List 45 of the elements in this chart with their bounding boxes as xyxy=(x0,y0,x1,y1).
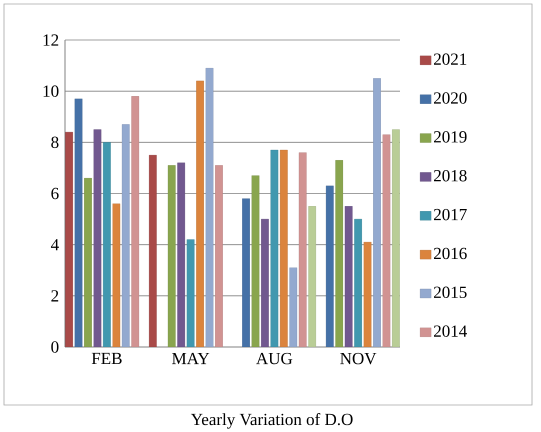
text: Yearly Variation of D.O xyxy=(190,413,353,429)
x-tick-label: MAY xyxy=(172,352,210,364)
legend-label: 2017 xyxy=(434,208,467,220)
bar xyxy=(289,268,298,347)
legend-label: 2015 xyxy=(434,286,467,298)
y-tick-label: 4 xyxy=(50,239,59,250)
bar xyxy=(270,150,278,347)
bar xyxy=(242,198,250,347)
y-tick-label: 6 xyxy=(51,188,59,200)
legend-label: 2016 xyxy=(434,248,467,260)
bar xyxy=(206,68,214,347)
y-tick-label: 12 xyxy=(44,34,58,46)
bar xyxy=(364,242,372,347)
bar xyxy=(122,124,130,347)
bar xyxy=(94,129,102,347)
bar xyxy=(196,80,204,347)
x-tick-label: AUG xyxy=(256,352,292,364)
bar xyxy=(65,132,73,347)
y-tick-label: 8 xyxy=(51,136,58,148)
bar xyxy=(298,152,307,347)
bar xyxy=(382,134,390,347)
y-tick-label: 2 xyxy=(51,290,58,302)
bar xyxy=(168,165,176,347)
bar xyxy=(84,178,92,347)
bar xyxy=(392,129,400,347)
bar xyxy=(215,165,223,347)
bar xyxy=(103,142,111,347)
legend-label: 2018 xyxy=(434,170,467,182)
bar xyxy=(252,175,260,347)
bar xyxy=(131,96,140,347)
legend-label: 2020 xyxy=(434,92,467,104)
legend-label: 2019 xyxy=(434,131,467,143)
bar xyxy=(186,239,194,347)
x-tick-label: NOV xyxy=(340,352,376,364)
bar xyxy=(335,160,344,347)
bar xyxy=(354,218,362,347)
bar xyxy=(373,78,381,347)
y-tick-label: 0 xyxy=(51,341,58,353)
bar xyxy=(261,218,269,347)
bar xyxy=(74,98,82,347)
bar xyxy=(326,186,334,347)
legend-label: 2021 xyxy=(434,53,466,65)
x-tick-label: FEB xyxy=(92,352,122,364)
legend-label: 2014 xyxy=(434,325,467,337)
y-tick-label: 10 xyxy=(44,85,58,97)
